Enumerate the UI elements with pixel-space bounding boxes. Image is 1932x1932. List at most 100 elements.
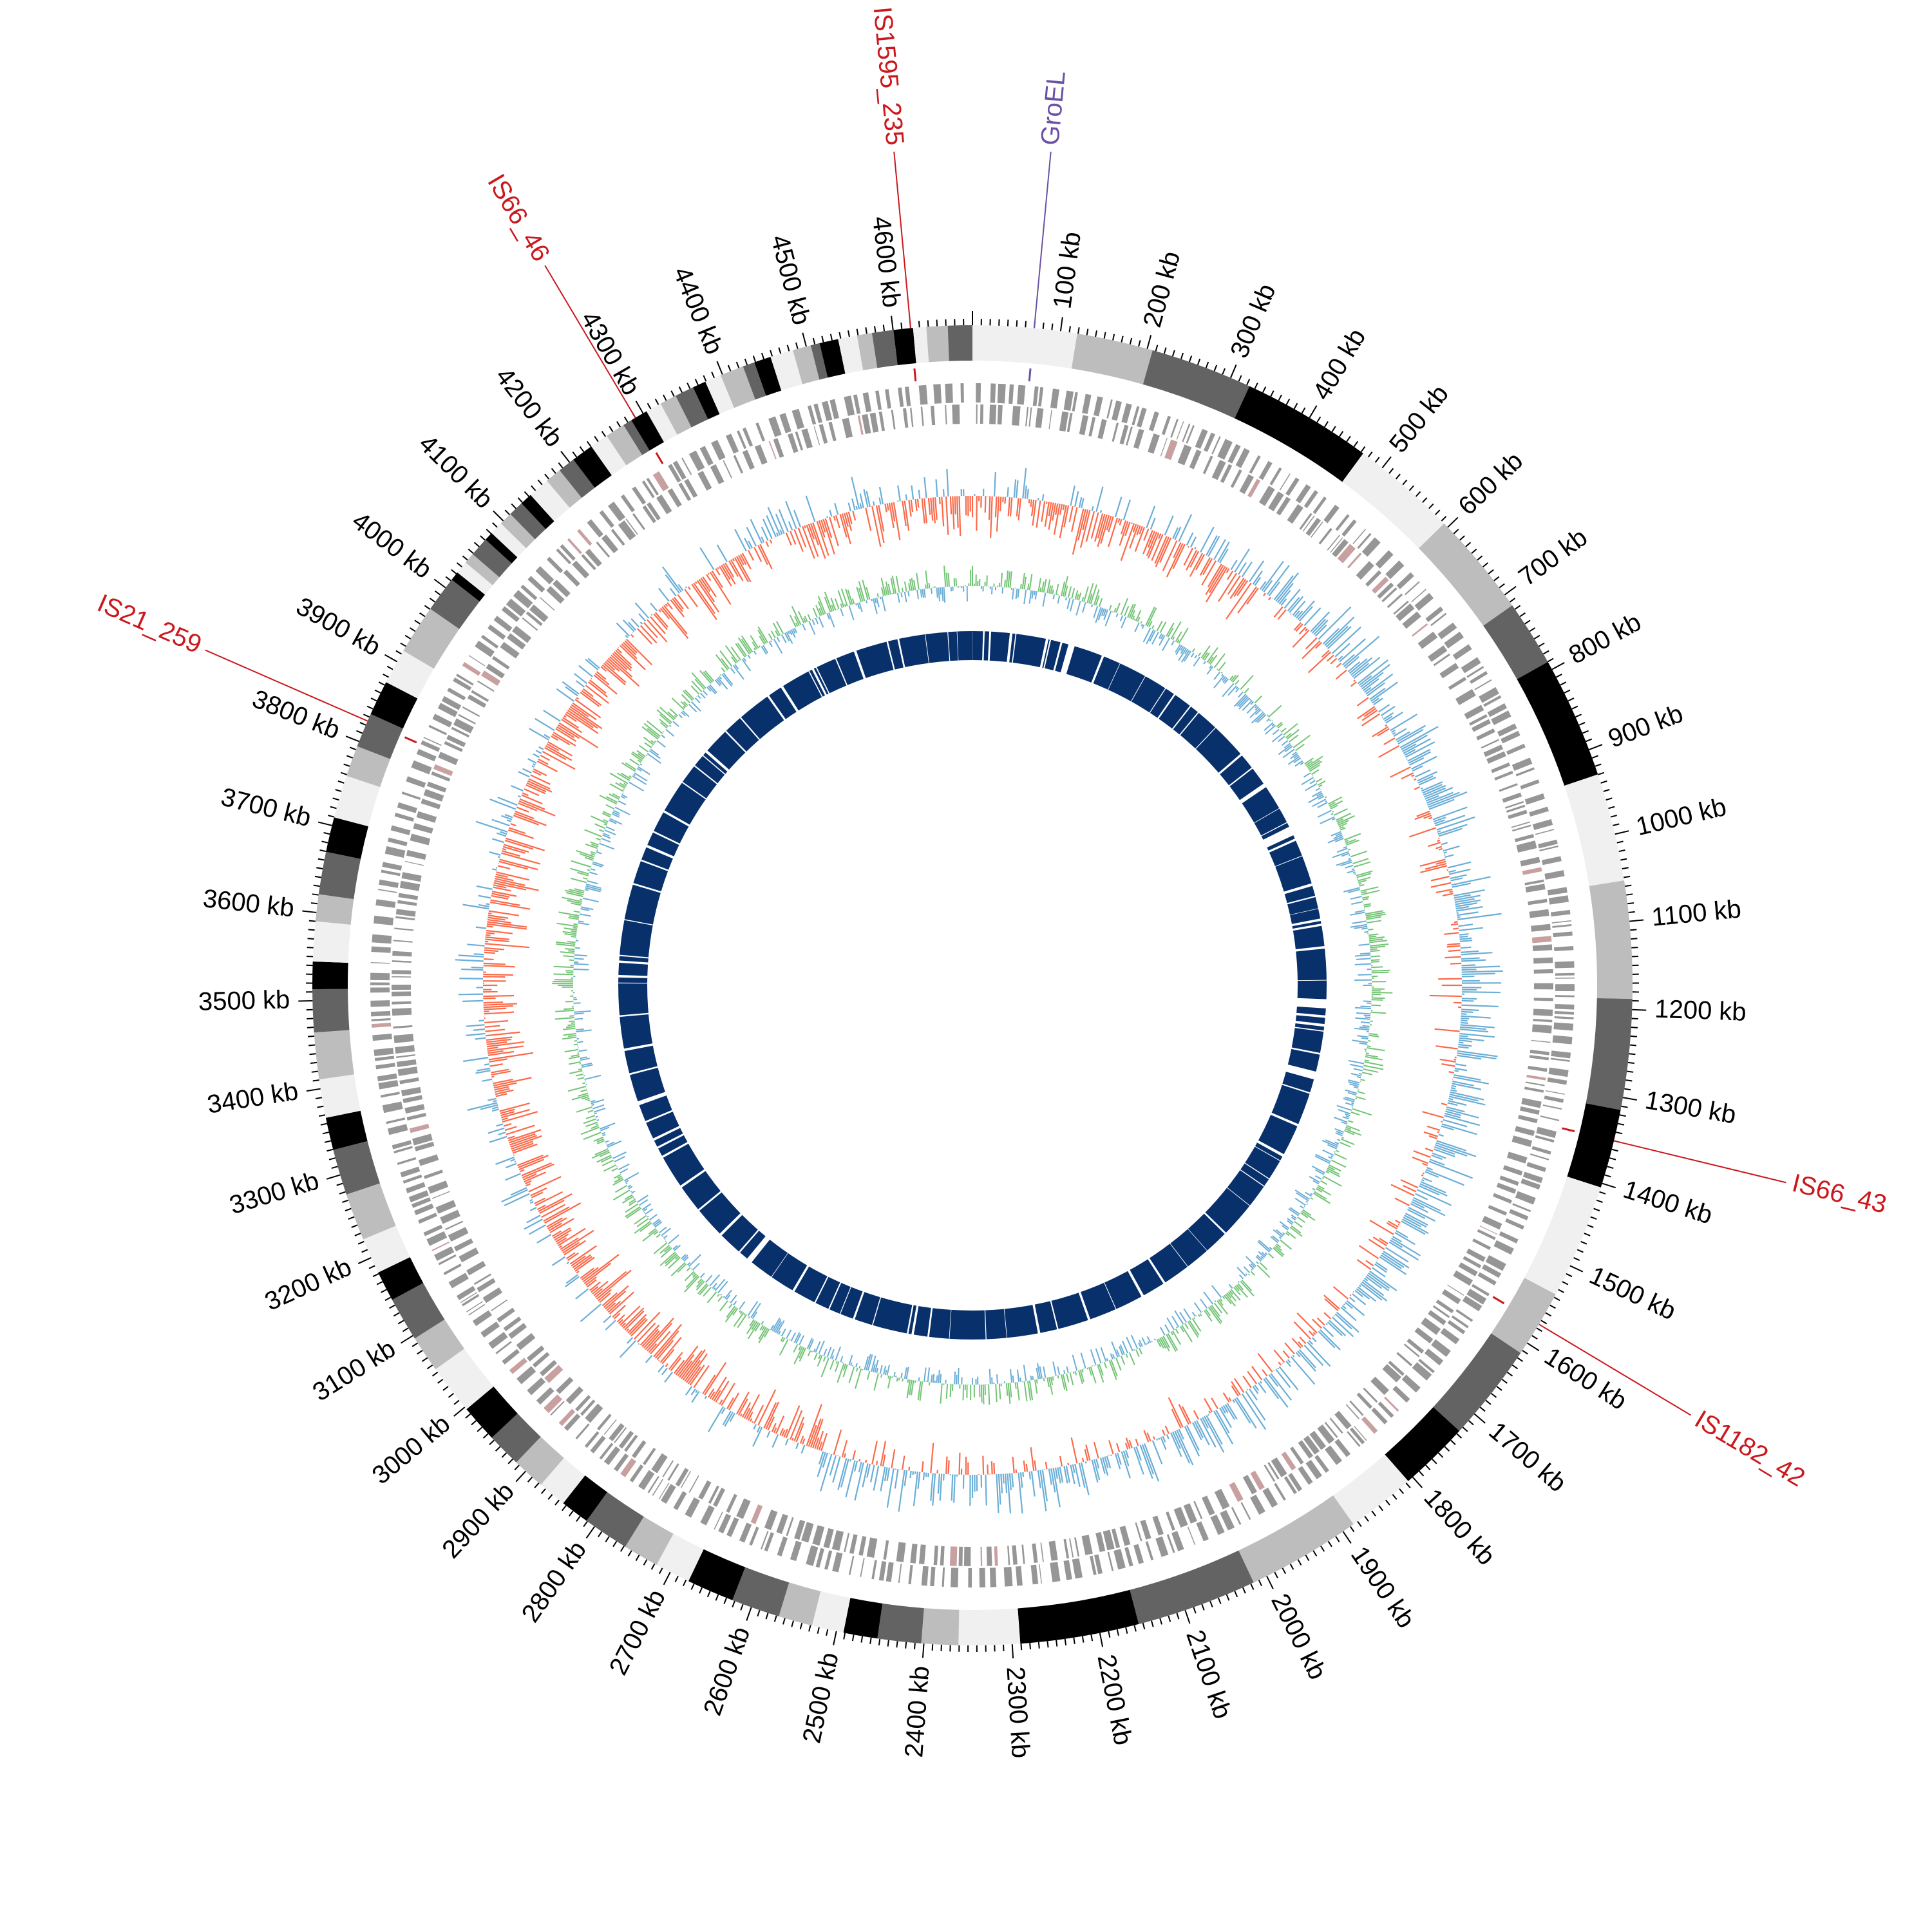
gene-feature — [1554, 1016, 1574, 1019]
gc-skew-bar — [1293, 621, 1302, 631]
gc-skew-bar — [1429, 1159, 1445, 1166]
scale-tick — [1042, 322, 1045, 329]
gene-feature — [886, 1562, 894, 1582]
inner-ring-gap — [1294, 1012, 1327, 1018]
scale-tick — [1491, 1392, 1497, 1398]
gc-content-bar — [617, 1175, 622, 1179]
gc-skew-bar — [1263, 580, 1273, 592]
gc-content-bar — [584, 889, 589, 891]
gc-content-bar — [815, 1341, 821, 1353]
gene-feature — [431, 1241, 450, 1251]
gc-skew-bar — [558, 722, 599, 748]
gc-content-bar — [747, 654, 751, 659]
gc-content-bar — [871, 1356, 876, 1372]
gc-content-bar — [567, 1085, 587, 1092]
inner-ring-gap — [949, 1308, 952, 1340]
gene-feature — [1512, 1203, 1531, 1213]
gene-feature — [1418, 1358, 1435, 1374]
gc-skew-bar — [734, 529, 747, 552]
scale-tick — [1493, 576, 1500, 582]
scale-tick — [585, 1526, 595, 1539]
gc-content-bar — [1304, 1191, 1312, 1197]
gc-skew-bar — [1023, 1460, 1026, 1472]
gc-skew-bar — [1434, 1146, 1455, 1155]
gc-content-bar — [1331, 1159, 1347, 1168]
gc-content-bar — [1354, 1027, 1370, 1031]
gc-skew-bar — [1455, 899, 1481, 905]
gene-feature — [459, 1247, 479, 1263]
gene-feature — [620, 494, 635, 513]
gc-content-bar — [619, 782, 627, 788]
gc-skew-bar — [1108, 516, 1114, 533]
gc-content-bar — [1340, 1138, 1355, 1146]
gc-skew-bar — [719, 1399, 723, 1405]
gc-content-bar — [714, 1278, 726, 1291]
scale-tick — [778, 347, 782, 354]
inner-ring-gap — [835, 657, 848, 687]
gc-skew-bar — [1302, 640, 1321, 659]
gene-feature — [497, 1307, 515, 1323]
karyotype-band — [312, 961, 348, 990]
gene-feature — [1183, 1503, 1197, 1524]
gc-content-bar — [571, 1054, 580, 1057]
gc-skew-bar — [1459, 937, 1472, 940]
gene-feature — [1003, 1566, 1013, 1587]
gc-content-bar — [857, 602, 860, 609]
gc-content-bar — [789, 630, 793, 636]
gene-feature — [754, 444, 768, 465]
gc-skew-bar — [1425, 1171, 1439, 1178]
gc-content-bar — [1146, 1336, 1151, 1343]
gc-content-bar — [1283, 743, 1291, 749]
gc-content-bar — [576, 1073, 583, 1077]
gc-content-bar — [1320, 1180, 1328, 1186]
gc-content-bar — [599, 842, 614, 850]
scale-tick — [372, 1273, 379, 1278]
gc-content-bar — [867, 1354, 873, 1371]
inner-ring-gap — [739, 716, 761, 741]
scale-tick — [544, 473, 550, 480]
gc-content-bar — [591, 853, 596, 856]
gc-content-bar — [1135, 609, 1142, 621]
gc-skew-bar — [529, 1200, 534, 1204]
scale-tick — [551, 468, 556, 474]
gc-skew-bar — [1052, 502, 1057, 521]
gc-skew-bar — [582, 688, 594, 697]
gene-feature — [678, 482, 692, 501]
gc-skew-bar — [1414, 786, 1421, 790]
gene-feature — [742, 427, 753, 447]
gene-feature — [1392, 1385, 1410, 1403]
gc-content-bar — [1271, 723, 1275, 726]
inner-ring-gap — [681, 781, 708, 800]
scale-tick — [414, 620, 421, 625]
gene-feature — [1035, 408, 1044, 428]
gc-content-bar — [1255, 706, 1259, 711]
gc-content-bar — [625, 762, 637, 771]
scale-tick — [314, 875, 321, 878]
scale-tick — [1551, 662, 1565, 670]
gc-skew-bar — [1298, 626, 1307, 635]
gc-content-bar — [1245, 1273, 1248, 1276]
scale-tick — [386, 665, 393, 670]
gene-feature — [1524, 793, 1545, 805]
gc-skew-bar — [1453, 889, 1485, 897]
gc-skew-bar — [1102, 1457, 1109, 1476]
gc-skew-bar — [723, 564, 736, 585]
gc-content-bar — [573, 968, 589, 971]
gc-skew-bar — [1045, 1461, 1048, 1470]
gene-feature — [1012, 406, 1021, 426]
gc-content-bar — [1350, 896, 1362, 900]
gc-skew-bar — [1359, 1283, 1383, 1301]
gc-content-bar — [578, 1049, 587, 1052]
gc-content-bar — [609, 772, 629, 784]
scale-tick — [765, 1613, 769, 1620]
gc-skew-bar — [1400, 1179, 1419, 1189]
gc-skew-bar — [1409, 757, 1425, 766]
gc-skew-bar — [502, 846, 526, 854]
gc-skew-bar — [1143, 1430, 1150, 1443]
gc-skew-bar — [799, 1435, 804, 1444]
scale-tick — [1402, 479, 1408, 486]
gene-feature — [536, 1387, 554, 1405]
scale-tick-label: 1300 kb — [1643, 1086, 1738, 1130]
gc-content-bar — [1306, 755, 1323, 768]
gene-feature — [1121, 403, 1132, 424]
